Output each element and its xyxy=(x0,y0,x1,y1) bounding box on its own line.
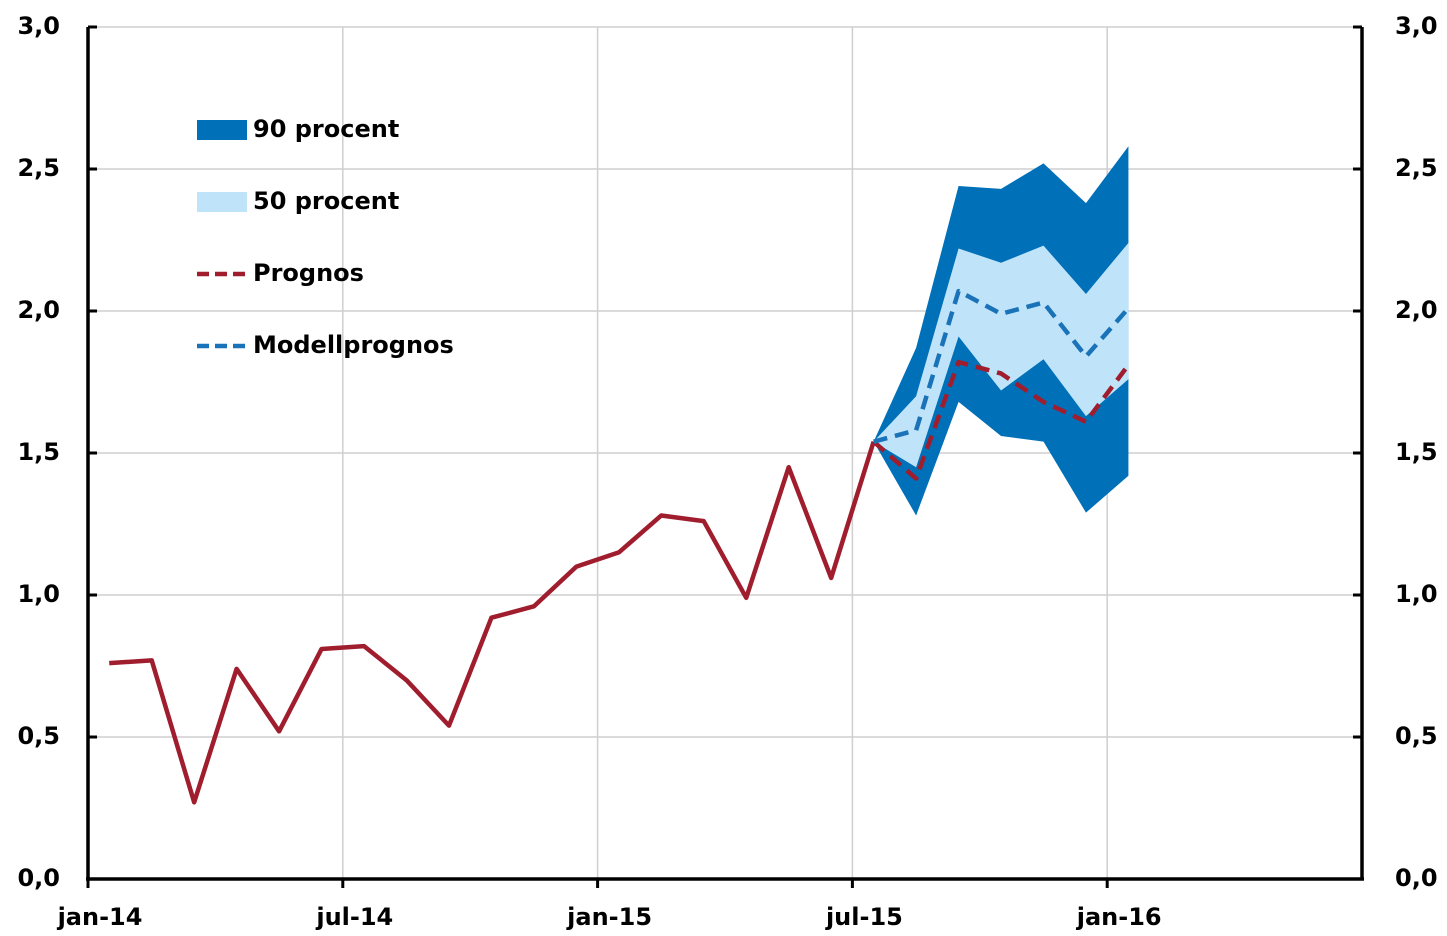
y2-tick-label: 0,5 xyxy=(1395,722,1438,750)
y-tick-label: 2,0 xyxy=(17,296,60,324)
legend-swatch xyxy=(197,192,247,212)
y2-tick-label: 2,0 xyxy=(1395,296,1438,324)
line xyxy=(872,359,1131,481)
legend-swatch xyxy=(197,120,247,140)
x-tick-label: jan-15 xyxy=(566,903,652,931)
legend-label: 90 procent xyxy=(253,115,399,143)
y-tick-label: 1,0 xyxy=(17,580,60,608)
y2-tick-label: 0,0 xyxy=(1395,864,1438,892)
x-tick-label: jul-15 xyxy=(825,903,903,931)
band xyxy=(873,242,1129,468)
x-tick-label: jan-14 xyxy=(57,903,143,931)
y-tick-label: 2,5 xyxy=(17,154,60,182)
y2-tick-label: 3,0 xyxy=(1395,12,1438,40)
x-tick-label: jan-16 xyxy=(1076,903,1162,931)
y2-tick-label: 1,5 xyxy=(1395,438,1438,466)
y2-tick-label: 1,0 xyxy=(1395,580,1438,608)
legend-label: Modellprognos xyxy=(253,331,454,359)
y-tick-label: 0,0 xyxy=(17,864,60,892)
y-tick-label: 3,0 xyxy=(17,12,60,40)
y2-tick-label: 2,5 xyxy=(1395,154,1438,182)
legend-label: Prognos xyxy=(253,259,364,287)
legend-label: 50 procent xyxy=(253,187,399,215)
x-tick-label: jul-14 xyxy=(315,903,393,931)
line xyxy=(109,440,876,805)
y-tick-label: 1,5 xyxy=(17,438,60,466)
y-tick-label: 0,5 xyxy=(17,722,60,750)
